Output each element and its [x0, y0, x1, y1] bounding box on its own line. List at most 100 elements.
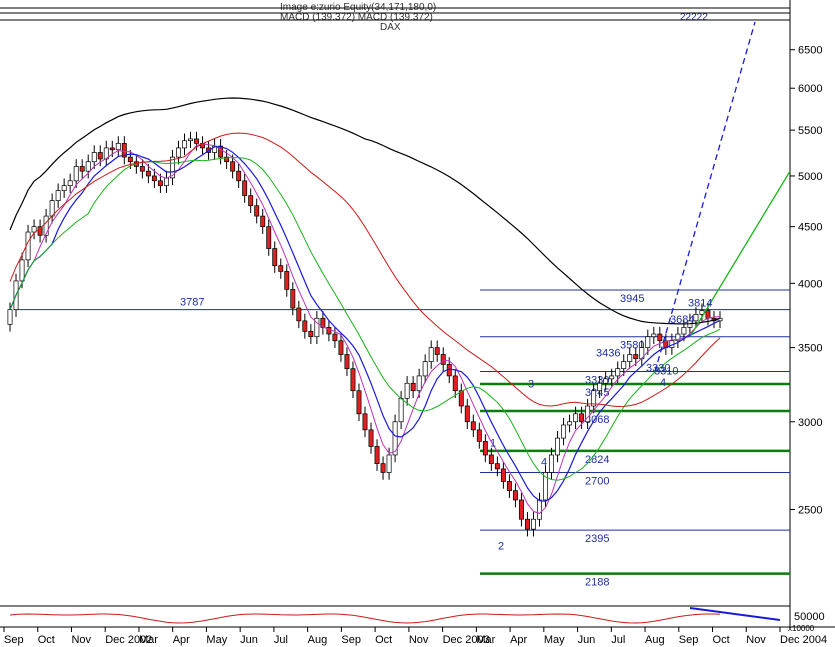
ma-blue-line: [9, 146, 721, 502]
indicator-scale-label: 50000: [794, 611, 825, 623]
level-label-3945: 3945: [620, 293, 644, 305]
x-tick-label: Jul: [611, 634, 625, 646]
y-tick-label: 6000: [798, 83, 822, 95]
wave-label-4: 4: [541, 456, 547, 468]
candle-body: [308, 331, 314, 338]
candle-body: [470, 421, 476, 431]
x-tick-label: Aug: [645, 634, 665, 646]
y-tick-label: 6500: [798, 45, 822, 57]
x-tick-label: Aug: [308, 634, 328, 646]
candle-body: [260, 215, 266, 228]
candle-body: [218, 145, 224, 158]
x-tick-label: Sep: [679, 634, 699, 646]
extra-label: 3814: [688, 297, 712, 309]
x-tick-label: Dec 2004: [780, 634, 827, 646]
candle-body: [627, 354, 633, 362]
candle-body: [338, 340, 344, 355]
x-tick-label: Jun: [240, 634, 258, 646]
candle-body: [531, 518, 536, 530]
candle-body: [386, 454, 392, 473]
candle-body: [332, 333, 338, 342]
y-tick-label: 3500: [798, 343, 822, 355]
y-tick-label: 3000: [798, 417, 822, 429]
candle-body: [31, 226, 37, 233]
candle-body: [633, 354, 639, 360]
ma-green-line: [9, 157, 721, 481]
x-tick-label: Apr: [510, 634, 527, 646]
x-tick-label: Oct: [713, 634, 730, 646]
candle-body: [410, 382, 416, 392]
candle-body: [452, 375, 458, 392]
candle-body: [151, 175, 157, 182]
candle-body: [356, 390, 362, 415]
extra-label: 3310: [654, 365, 678, 377]
candle-body: [242, 180, 248, 196]
candle-body: [603, 378, 609, 384]
candle-body: [7, 309, 13, 325]
candle-body: [37, 226, 43, 236]
y-tick-label: 5500: [798, 125, 822, 137]
candle-body: [145, 170, 151, 177]
candle-body: [194, 138, 199, 144]
candle-body: [615, 368, 621, 377]
candle-body: [651, 333, 657, 338]
x-tick-label: Dec 2002: [105, 634, 152, 646]
level-label-2188: 2188: [585, 577, 609, 589]
candle-body: [314, 317, 320, 338]
candle-body: [248, 195, 254, 207]
indicator-unit-label: x10000: [788, 624, 815, 633]
ma-magenta-line: [9, 143, 721, 514]
candle-body: [476, 429, 482, 442]
candle-body: [127, 156, 133, 163]
candle-body: [482, 441, 488, 456]
candle-body: [543, 472, 548, 501]
x-tick-label: Nov: [71, 634, 91, 646]
x-tick-label: Dec 2003: [443, 634, 490, 646]
candle-body: [350, 368, 356, 392]
candle-body: [272, 248, 278, 266]
candle-body: [537, 499, 542, 520]
candle-body: [284, 271, 290, 290]
candle-body: [85, 161, 91, 172]
candle-body: [224, 156, 230, 163]
candle-body: [428, 347, 434, 362]
candle-body: [302, 320, 308, 332]
candle-body: [693, 314, 699, 322]
candle-body: [657, 333, 663, 342]
level-label-3245: 3245: [585, 387, 609, 399]
level-label-3787: 3787: [180, 297, 204, 309]
candle-body: [170, 156, 175, 179]
x-tick-label: Jul: [274, 634, 288, 646]
candle-body: [73, 166, 79, 182]
x-tick-label: May: [544, 634, 565, 646]
candle-body: [188, 138, 193, 142]
candle-body: [19, 259, 25, 282]
candle-body: [176, 147, 181, 158]
x-tick-label: Oct: [38, 634, 55, 646]
candle-body: [61, 185, 67, 191]
y-tick-label: 2500: [798, 505, 822, 517]
candle-body: [567, 421, 573, 426]
candle-body: [326, 327, 332, 335]
candle-body: [500, 468, 506, 482]
macd-line: [9, 613, 721, 624]
candle-body: [512, 490, 518, 501]
candle-body: [182, 140, 187, 149]
candle-body: [230, 161, 236, 172]
candle-body: [97, 152, 103, 160]
candle-body: [398, 397, 404, 423]
x-tick-label: Nov: [409, 634, 429, 646]
candle-body: [518, 499, 524, 520]
candle-body: [555, 437, 560, 456]
candle-body: [368, 429, 374, 447]
candle-body: [422, 361, 428, 377]
candle-body: [91, 152, 97, 163]
extra-label: 3330: [646, 363, 670, 375]
candle-body: [675, 333, 681, 342]
candle-body: [67, 180, 73, 187]
candle-body: [380, 463, 386, 473]
wave-label-2: 2: [498, 541, 504, 553]
x-tick-label: Mar: [476, 634, 495, 646]
extra-label: 4: [660, 377, 666, 389]
level-label-2824: 2824: [585, 454, 609, 466]
